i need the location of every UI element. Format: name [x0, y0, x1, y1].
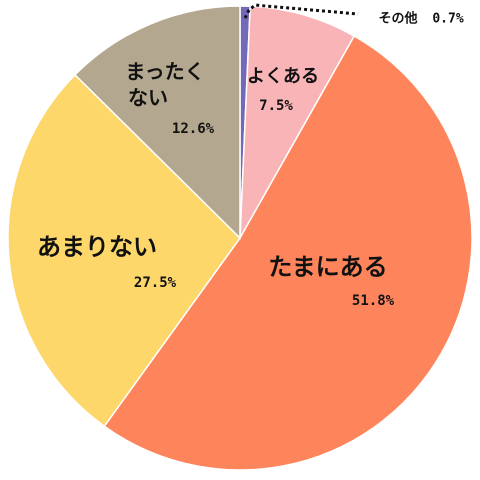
slice-percent-label: 7.5%: [259, 98, 293, 114]
slice-percent-label: 51.8%: [352, 293, 395, 309]
slices-layer: [7, 5, 473, 471]
slice-name-label: たまにある: [268, 253, 387, 281]
slice-percent-label: 27.5%: [134, 275, 177, 291]
slice-percent-label: 0.7%: [432, 12, 463, 27]
slice-name-label: その他: [378, 11, 417, 27]
slice-name-label: あまりない: [37, 233, 157, 261]
pie-slice: [7, 73, 241, 428]
callout-leader-line: [243, 3, 359, 19]
labels-layer: その他 0.7% よくある 7.5% たまにある 51.8% あまりない 27.5% まったくな…: [37, 3, 464, 309]
pie-slice: [73, 5, 241, 240]
slice-name-label: よくある: [247, 66, 319, 87]
pie-slice: [103, 35, 473, 471]
slice-name-label: まったく: [125, 60, 204, 84]
slice-name-label: ない: [128, 86, 168, 110]
slice-percent-label: 12.6%: [172, 121, 215, 137]
